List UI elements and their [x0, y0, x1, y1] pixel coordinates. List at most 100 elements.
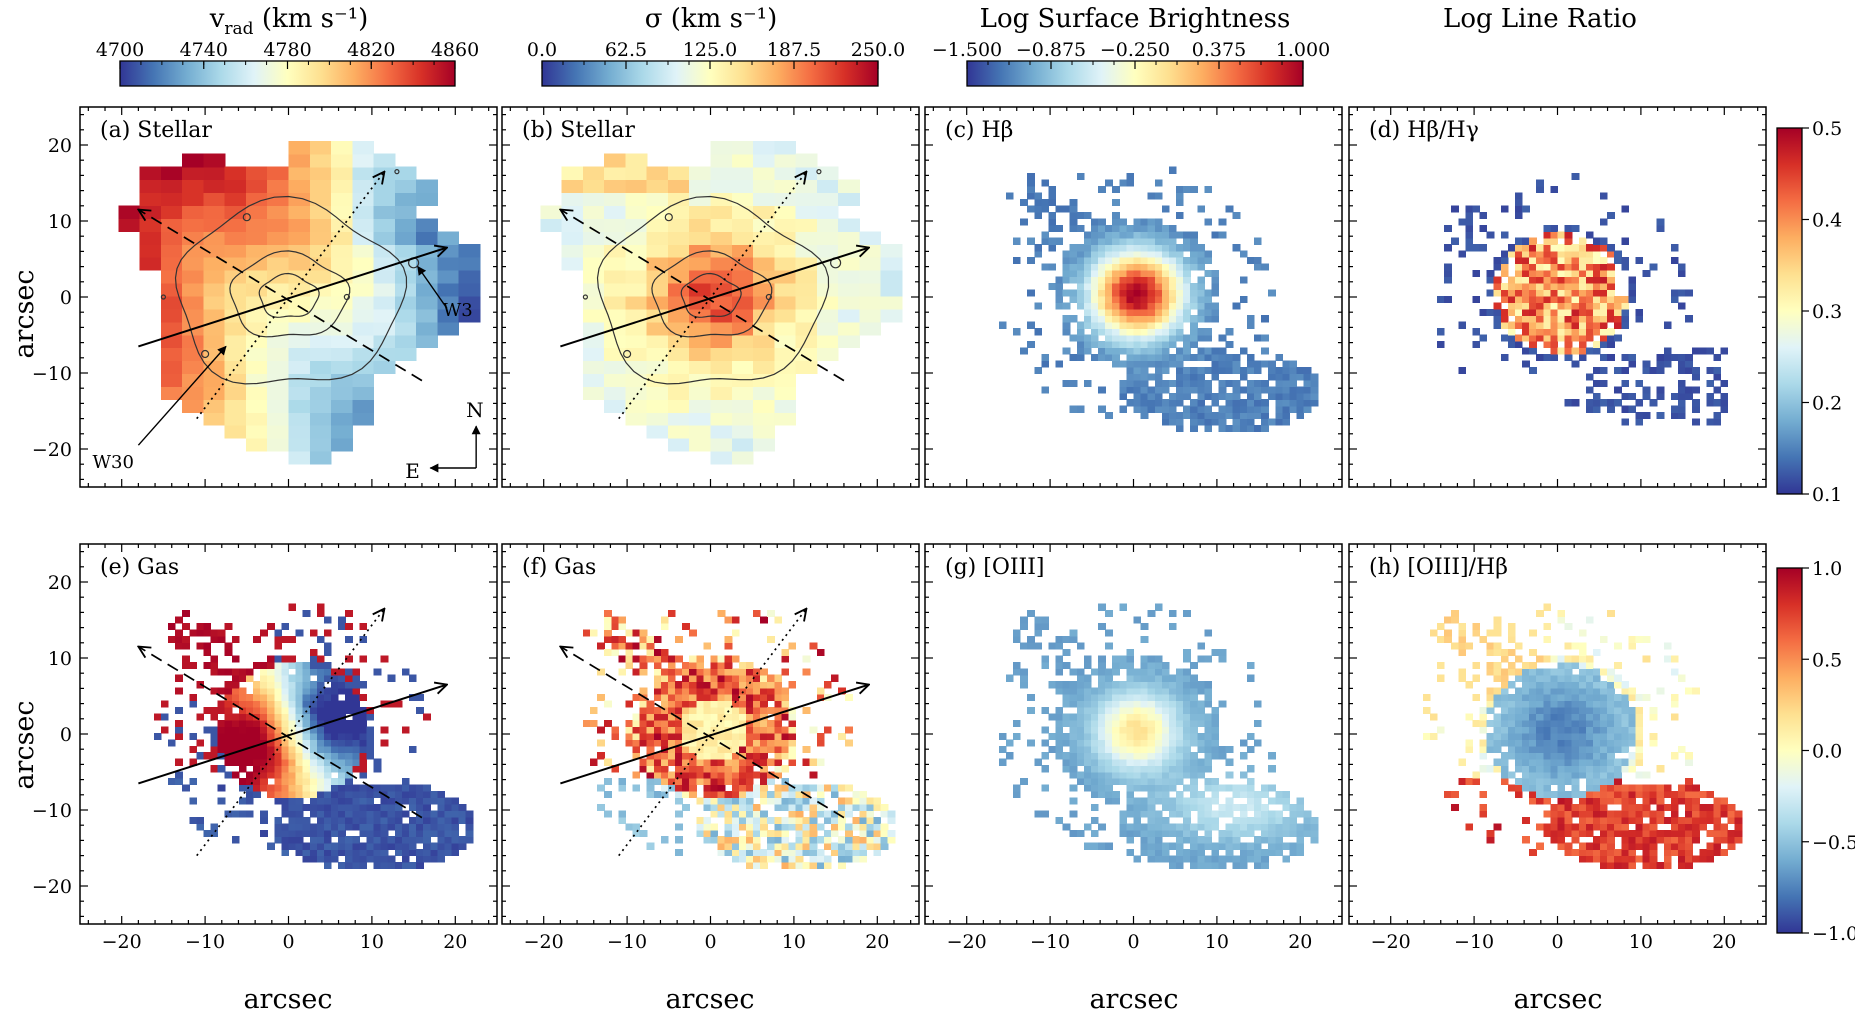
heatmap-cell — [323, 328, 332, 336]
heatmap-cell — [1585, 282, 1594, 290]
heatmap-cell — [217, 354, 226, 362]
heatmap-cell — [217, 166, 226, 174]
heatmap-cell — [274, 295, 282, 303]
heatmap-cell — [788, 360, 797, 368]
heatmap-cell — [302, 160, 311, 168]
heatmap-cell — [1204, 354, 1213, 362]
heatmap-cell — [1112, 199, 1120, 207]
heatmap-cell — [561, 192, 570, 200]
heatmap-cell — [1585, 347, 1594, 355]
heatmap-cell — [859, 250, 868, 258]
heatmap-cell — [1154, 347, 1163, 355]
heatmap-cell — [1600, 334, 1608, 342]
heatmap-cell — [660, 412, 669, 420]
heatmap-cell — [1678, 412, 1686, 420]
heatmap-cell — [224, 648, 233, 656]
heatmap-cell — [1663, 347, 1672, 355]
heatmap-cell — [710, 450, 719, 458]
heatmap-cell — [359, 289, 368, 297]
heatmap-cell — [260, 244, 268, 252]
heatmap-cell — [246, 797, 254, 805]
heatmap-cell — [366, 386, 375, 394]
heatmap-cell — [1204, 386, 1213, 394]
heatmap-cell — [238, 173, 247, 181]
heatmap-cell — [295, 289, 304, 297]
heatmap-cell — [660, 282, 669, 290]
heatmap-cell — [724, 450, 733, 458]
heatmap-cell — [1140, 392, 1149, 400]
heatmap-cell — [738, 244, 747, 252]
heatmap-cell — [1055, 289, 1064, 297]
heatmap-cell — [738, 438, 747, 446]
heatmap-cell — [182, 153, 190, 161]
heatmap-cell — [231, 636, 240, 644]
heatmap-cell — [823, 218, 832, 226]
heatmap-cell — [189, 308, 197, 316]
heatmap-cell — [1183, 289, 1191, 297]
heatmap-cell — [203, 153, 212, 161]
heatmap-cell — [1190, 289, 1198, 297]
heatmap-cell — [731, 160, 740, 168]
heatmap-cell — [1140, 366, 1149, 374]
heatmap-cell — [394, 354, 403, 362]
heatmap-cell — [380, 315, 389, 323]
heatmap-cell — [331, 412, 339, 420]
heatmap-cell — [1628, 295, 1637, 303]
heatmap-cell — [1529, 366, 1537, 374]
heatmap-cell — [753, 334, 761, 342]
heatmap-cell — [1204, 250, 1213, 258]
heatmap-cell — [387, 205, 396, 213]
heatmap-cell — [465, 295, 474, 303]
heatmap-cell — [288, 412, 297, 420]
heatmap-cell — [416, 308, 424, 316]
heatmap-cell — [1140, 373, 1149, 381]
heatmap-cell — [696, 263, 704, 271]
heatmap-cell — [590, 244, 598, 252]
heatmap-cell — [767, 250, 775, 258]
heatmap-cell — [731, 354, 740, 362]
heatmap-cell — [437, 250, 446, 258]
heatmap-cell — [774, 140, 782, 148]
heatmap-cell — [430, 179, 438, 187]
heatmap-cell — [625, 386, 634, 394]
heatmap-cell — [724, 192, 733, 200]
heatmap-cell — [1614, 302, 1622, 310]
heatmap-cell — [653, 199, 662, 207]
heatmap-cell — [646, 289, 655, 297]
heatmap-cell — [380, 244, 389, 252]
heatmap-cell — [703, 418, 712, 426]
heatmap-cell — [717, 328, 726, 336]
heatmap-cell — [1592, 399, 1601, 407]
heatmap-cell — [409, 257, 417, 265]
heatmap-cell — [203, 192, 212, 200]
heatmap-cell — [1275, 392, 1283, 400]
heatmap-cell — [1098, 302, 1106, 310]
heatmap-cell — [359, 263, 368, 271]
heatmap-cell — [451, 315, 460, 323]
heatmap-cell — [281, 218, 290, 226]
heatmap-cell — [1190, 237, 1198, 245]
heatmap-cell — [401, 244, 410, 252]
heatmap-cell — [1303, 366, 1312, 374]
heatmap-cell — [753, 237, 761, 245]
heatmap-cell — [1507, 276, 1516, 284]
heatmap-cell — [590, 386, 598, 394]
heatmap-cell — [1713, 373, 1722, 381]
heatmap-cell — [1204, 366, 1213, 374]
heatmap-cell — [1076, 295, 1085, 303]
heatmap-cell — [380, 366, 389, 374]
heatmap-cell — [611, 211, 619, 219]
heatmap-cell — [366, 199, 375, 207]
heatmap-cell — [1098, 270, 1106, 278]
heatmap-cell — [224, 758, 233, 766]
heatmap-cell — [767, 147, 775, 155]
heatmap-cell — [175, 186, 183, 194]
heatmap-cell — [590, 205, 598, 213]
heatmap-cell — [816, 179, 825, 187]
heatmap-cell — [224, 341, 233, 349]
heatmap-cell — [224, 173, 233, 181]
heatmap-cell — [689, 166, 697, 174]
heatmap-cell — [1176, 263, 1184, 271]
heatmap-cell — [1168, 328, 1177, 336]
heatmap-cell — [217, 211, 226, 219]
